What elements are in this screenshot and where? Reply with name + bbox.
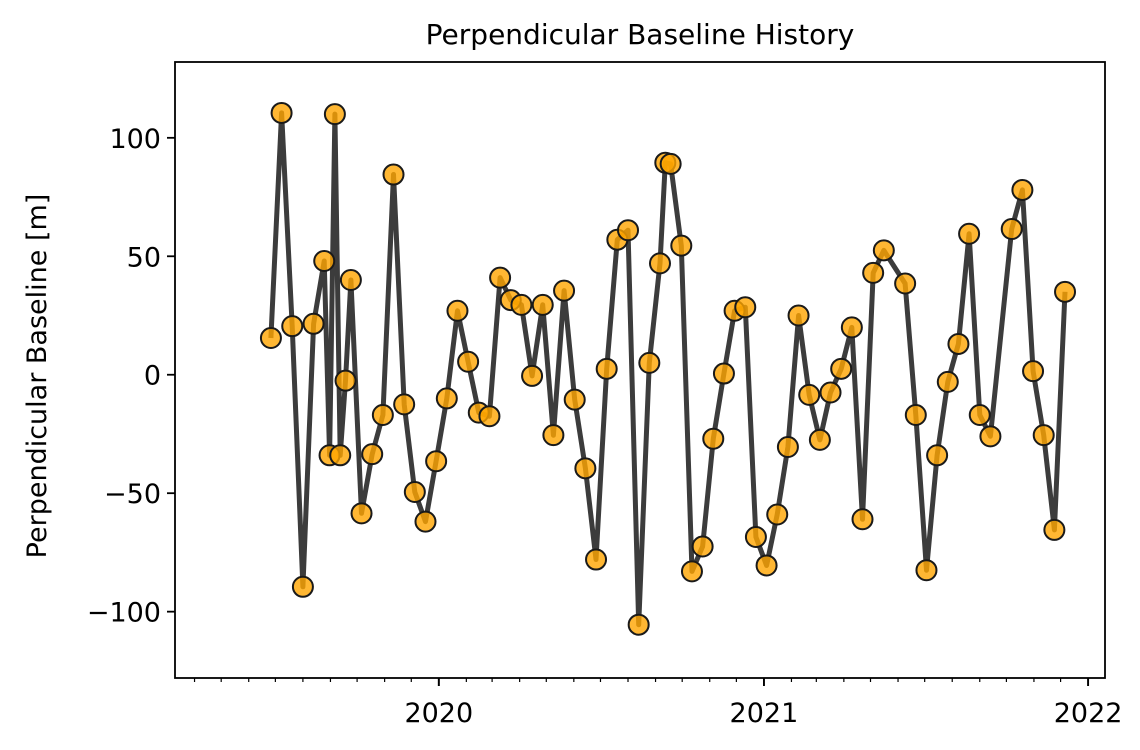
data-point	[830, 357, 853, 380]
series-line	[268, 110, 1068, 628]
data-point	[1022, 360, 1045, 383]
data-point	[323, 103, 346, 126]
x-tick-label: 2021	[730, 698, 799, 729]
data-point	[851, 508, 874, 531]
data-point	[446, 299, 469, 322]
data-point	[435, 387, 458, 410]
data-point	[627, 613, 650, 636]
data-point	[776, 436, 799, 458]
data-point	[915, 559, 938, 582]
data-point	[958, 222, 981, 245]
data-point	[659, 152, 682, 175]
data-point	[1000, 218, 1023, 241]
plot-marks	[259, 101, 1077, 636]
y-tick-label: −50	[104, 479, 161, 510]
data-point	[744, 526, 767, 549]
x-tick-label: 2022	[1054, 698, 1123, 729]
data-point	[425, 450, 448, 473]
data-point	[329, 444, 352, 467]
x-axis: 2020 2021 2022	[193, 678, 1123, 729]
data-point	[382, 163, 405, 186]
data-point	[339, 268, 362, 291]
data-point	[291, 575, 314, 598]
data-point	[1032, 424, 1055, 447]
data-point	[393, 393, 416, 416]
data-point	[531, 293, 554, 316]
data-point	[734, 296, 757, 319]
data-point	[414, 510, 437, 533]
data-point	[313, 250, 336, 273]
data-point	[766, 503, 789, 526]
data-point	[510, 293, 533, 316]
data-point	[457, 350, 480, 373]
data-point	[808, 428, 831, 451]
data-point	[648, 252, 671, 275]
data-point	[259, 327, 282, 350]
data-point	[403, 481, 426, 504]
data-point	[371, 404, 394, 427]
data-point	[862, 261, 885, 284]
data-point	[542, 424, 565, 447]
data-point	[334, 369, 357, 392]
data-point	[638, 351, 661, 374]
y-axis: −100 −50 0 50 100	[87, 124, 175, 629]
data-point	[489, 266, 512, 289]
data-point	[553, 279, 576, 302]
data-point	[670, 234, 693, 257]
data-point	[563, 388, 586, 411]
data-point	[270, 101, 293, 124]
data-point	[350, 502, 373, 525]
data-point	[680, 560, 703, 583]
data-point	[617, 219, 640, 242]
data-point	[872, 239, 895, 262]
data-point	[1011, 178, 1034, 201]
data-point	[947, 332, 970, 355]
data-point	[1054, 280, 1077, 303]
data-point	[819, 381, 842, 404]
data-point	[798, 383, 821, 406]
data-point	[979, 425, 1002, 448]
data-point	[1043, 518, 1066, 541]
data-point	[302, 312, 325, 335]
data-point	[894, 272, 917, 295]
data-point	[281, 315, 304, 338]
data-point	[904, 404, 927, 427]
data-point	[521, 364, 544, 387]
data-point	[691, 535, 714, 558]
data-point	[968, 404, 991, 427]
y-axis-label: Perpendicular Baseline [m]	[22, 194, 53, 559]
data-point	[840, 316, 863, 339]
plot-frame	[174, 61, 1106, 679]
data-point	[595, 357, 618, 380]
data-point	[926, 444, 949, 467]
y-tick-label: 50	[127, 242, 161, 273]
data-point	[936, 370, 959, 393]
y-tick-label: 0	[144, 361, 161, 392]
data-point	[361, 443, 384, 466]
y-tick-label: −100	[87, 598, 161, 629]
data-point	[787, 304, 810, 327]
data-point	[755, 554, 778, 577]
data-point	[585, 548, 608, 571]
data-point	[478, 405, 501, 428]
data-point	[712, 362, 735, 385]
y-tick-label: 100	[109, 124, 161, 155]
chart-title: Perpendicular Baseline History	[426, 18, 855, 51]
data-point	[574, 457, 597, 480]
x-tick-label: 2020	[404, 698, 473, 729]
data-point	[702, 427, 725, 450]
